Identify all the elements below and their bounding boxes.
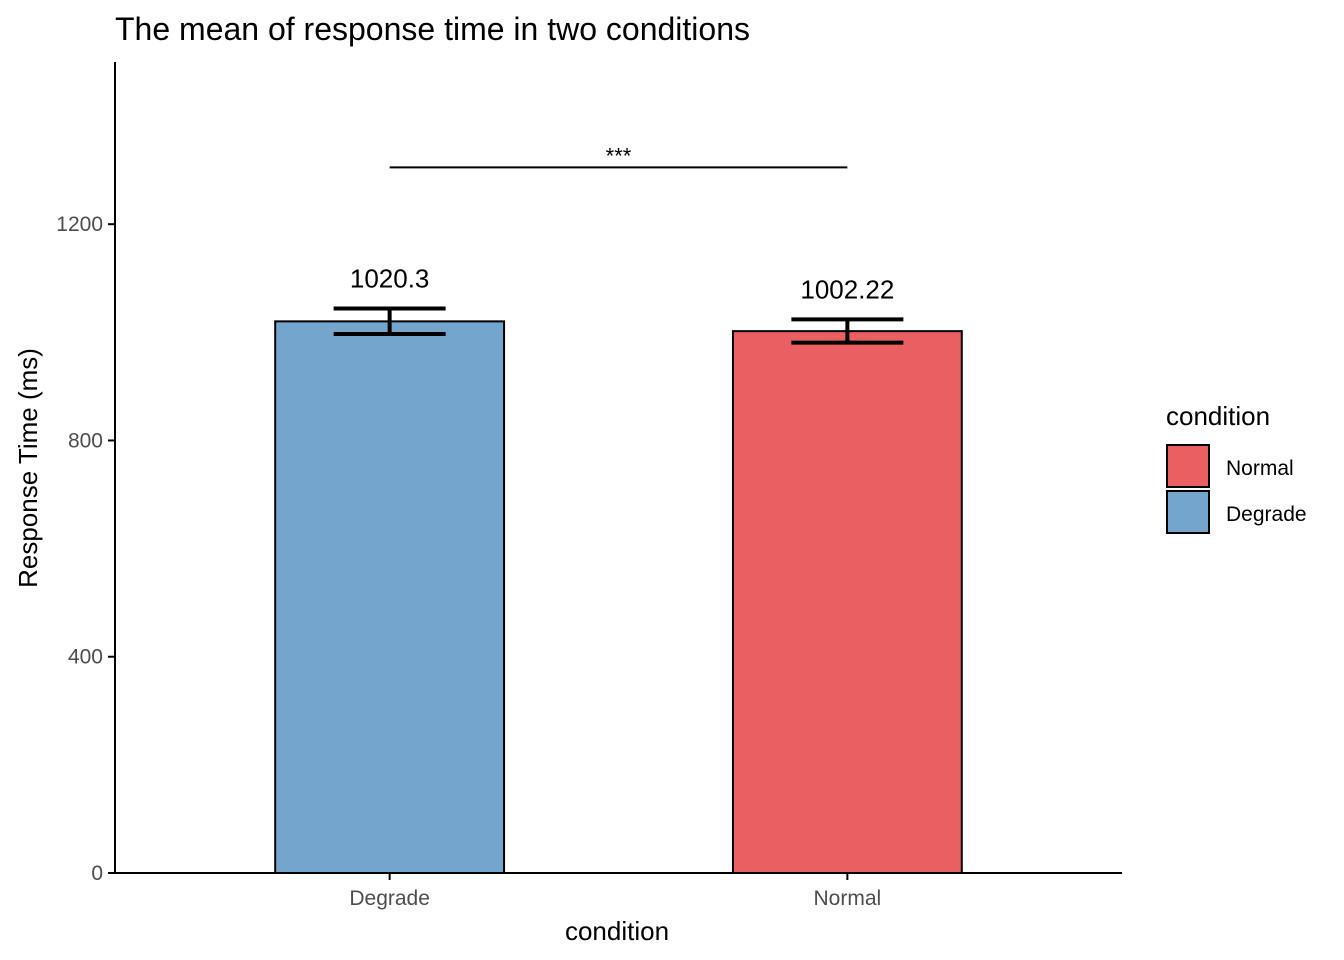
x-axis-title: condition [565, 916, 669, 946]
bar-normal [731, 330, 963, 874]
legend-label: Degrade [1226, 503, 1307, 526]
legend-label: Normal [1226, 457, 1294, 480]
significance-label: *** [606, 143, 632, 168]
bar-degrade [274, 320, 506, 874]
chart-title: The mean of response time in two conditi… [115, 11, 750, 47]
y-tick-label: 800 [68, 429, 103, 452]
x-tick-label: Degrade [349, 887, 430, 910]
y-tick-label: 0 [91, 862, 103, 885]
data-label: 1020.3 [350, 264, 430, 294]
y-tick-label: 400 [68, 646, 103, 669]
legend-key-degrade [1166, 490, 1210, 534]
y-axis-title: Response Time (ms) [13, 348, 43, 588]
plot-area: 0 400 800 1200 1020.3 Degrade 1002.22 Normal *** [56, 143, 963, 910]
x-tick-label: Normal [814, 887, 882, 910]
legend: condition Normal Degrade [1166, 401, 1307, 534]
legend-title: condition [1166, 401, 1270, 431]
y-tick-label: 1200 [56, 213, 103, 236]
legend-key-normal [1166, 444, 1210, 488]
data-label: 1002.22 [800, 274, 894, 304]
